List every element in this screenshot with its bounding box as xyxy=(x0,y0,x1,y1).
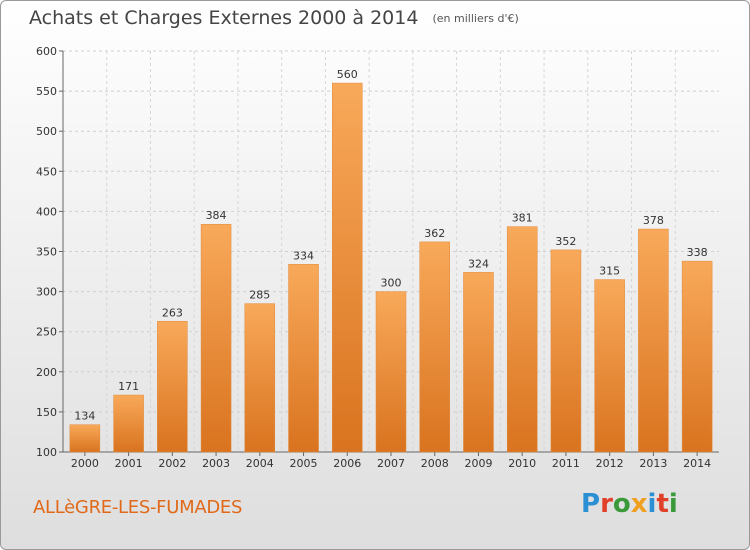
y-tick-label: 450 xyxy=(36,165,57,178)
x-tick-label-2001: 2001 xyxy=(115,457,143,470)
value-label-2012: 315 xyxy=(599,265,620,278)
bar-2012 xyxy=(594,279,625,453)
value-label-2013: 378 xyxy=(643,214,664,227)
bar-2009 xyxy=(463,272,494,453)
value-label-2010: 381 xyxy=(512,212,533,225)
commune-name: ALLèGRE-LES-FUMADES xyxy=(33,497,243,518)
bar-2007 xyxy=(375,291,407,453)
x-tick-label-2002: 2002 xyxy=(158,457,186,470)
logo-letter: t xyxy=(656,489,669,519)
x-tick-label-2004: 2004 xyxy=(246,457,274,470)
x-tick-label-2010: 2010 xyxy=(508,457,536,470)
logo-letter: o xyxy=(612,489,631,519)
x-tick-label-2012: 2012 xyxy=(596,457,624,470)
value-label-2009: 324 xyxy=(468,257,489,270)
y-tick-label: 100 xyxy=(36,446,57,459)
y-tick-label: 350 xyxy=(36,246,57,259)
bar-2002 xyxy=(157,321,188,453)
value-label-2002: 263 xyxy=(162,306,183,319)
chart-title-text: Achats et Charges Externes 2000 à 2014 xyxy=(29,7,419,29)
y-tick-label: 550 xyxy=(36,85,57,98)
value-label-2008: 362 xyxy=(424,227,445,240)
x-tick-label-2009: 2009 xyxy=(464,457,492,470)
y-tick-label: 200 xyxy=(36,366,57,379)
bar-2008 xyxy=(419,241,450,453)
x-tick-label-2003: 2003 xyxy=(202,457,230,470)
bar-2011 xyxy=(550,249,582,453)
proxiti-logo: Proxiti xyxy=(581,489,678,519)
bar-2004 xyxy=(244,303,276,453)
x-tick-label-2013: 2013 xyxy=(639,457,667,470)
y-tick-labels: 100 150 200 250 300 350 400 450 500 550 600 xyxy=(36,45,57,459)
y-tick-label: 150 xyxy=(36,406,57,419)
x-tick-labels: 2000 2001 2002 2003 2004 2005 2006 2007 2008 2009… xyxy=(71,457,711,470)
x-tick-label-2005: 2005 xyxy=(290,457,318,470)
logo-letter: P xyxy=(581,489,601,519)
x-tick-label-2011: 2011 xyxy=(552,457,580,470)
x-tick-label-2007: 2007 xyxy=(377,457,405,470)
bar-2014 xyxy=(681,260,713,453)
bar-2006 xyxy=(332,82,363,453)
bar-2013 xyxy=(638,228,669,453)
value-label-2003: 384 xyxy=(206,209,227,222)
bar-2010 xyxy=(506,226,538,453)
x-tick-label-2014: 2014 xyxy=(683,457,711,470)
value-label-2006: 560 xyxy=(337,68,358,81)
value-labels: 134 171 263 384 285 334 560 300 362 324 381 352 315 3… xyxy=(74,68,707,423)
value-label-2000: 134 xyxy=(74,410,95,423)
bars xyxy=(69,82,713,453)
y-tick-label: 250 xyxy=(36,326,57,339)
bar-2003 xyxy=(200,223,232,453)
x-tick-label-2000: 2000 xyxy=(71,457,99,470)
logo-letter: r xyxy=(600,489,613,519)
y-tick-label: 400 xyxy=(36,205,57,218)
value-label-2005: 334 xyxy=(293,249,314,262)
logo-letter: x xyxy=(630,489,648,519)
value-label-2004: 285 xyxy=(249,289,270,302)
logo-letter: i xyxy=(647,489,657,519)
chart-subtitle: (en milliers d'€) xyxy=(432,12,519,25)
logo-letter: i xyxy=(668,489,678,519)
y-tick-label: 500 xyxy=(36,125,57,138)
y-tick-label: 600 xyxy=(36,45,57,58)
x-tick-label-2008: 2008 xyxy=(421,457,449,470)
value-label-2011: 352 xyxy=(555,235,576,248)
bar-2005 xyxy=(288,264,319,453)
bar-2000 xyxy=(69,424,101,453)
chart-title: Achats et Charges Externes 2000 à 2014 (… xyxy=(29,7,519,29)
value-label-2007: 300 xyxy=(381,277,402,290)
value-label-2014: 338 xyxy=(687,246,708,259)
x-tick-label-2006: 2006 xyxy=(333,457,361,470)
y-tick-label: 300 xyxy=(36,286,57,299)
bar-2001 xyxy=(113,394,144,453)
value-label-2001: 171 xyxy=(118,380,139,393)
